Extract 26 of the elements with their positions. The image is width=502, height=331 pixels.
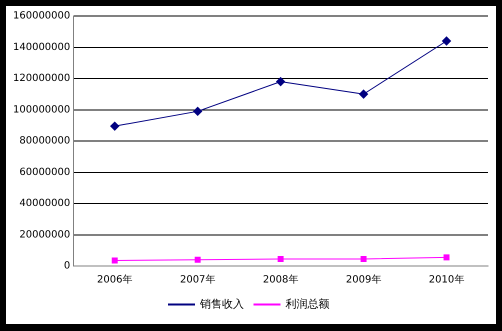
- point: [442, 36, 452, 46]
- point: [194, 256, 201, 263]
- x-tick-label: 2008年: [262, 274, 298, 286]
- y-tick-label: 160000000: [12, 10, 70, 22]
- x-tick-label: 2007年: [180, 274, 216, 286]
- point: [360, 256, 367, 262]
- y-tick-label: 100000000: [12, 104, 70, 116]
- x-tick-label: 2006年: [97, 274, 132, 286]
- legend-label: 销售收入: [199, 297, 244, 310]
- point: [110, 122, 120, 131]
- point: [112, 258, 118, 264]
- y-tick-label: 120000000: [12, 73, 70, 84]
- point: [276, 77, 286, 86]
- y-tick-label: 60000000: [19, 166, 70, 178]
- x-tick-label: 2009年: [346, 274, 382, 286]
- legend-label: 利润总额: [286, 297, 330, 310]
- point: [444, 254, 450, 260]
- x-tick-label: 2010年: [428, 274, 464, 286]
- y-tick-label: 140000000: [12, 42, 70, 53]
- point: [193, 106, 202, 116]
- point: [359, 90, 368, 99]
- y-tick-label: 20000000: [19, 229, 70, 240]
- y-tick-label: 40000000: [19, 198, 70, 210]
- y-tick-label: 0: [64, 260, 70, 272]
- y-tick-label: 80000000: [19, 136, 70, 147]
- point: [278, 256, 284, 262]
